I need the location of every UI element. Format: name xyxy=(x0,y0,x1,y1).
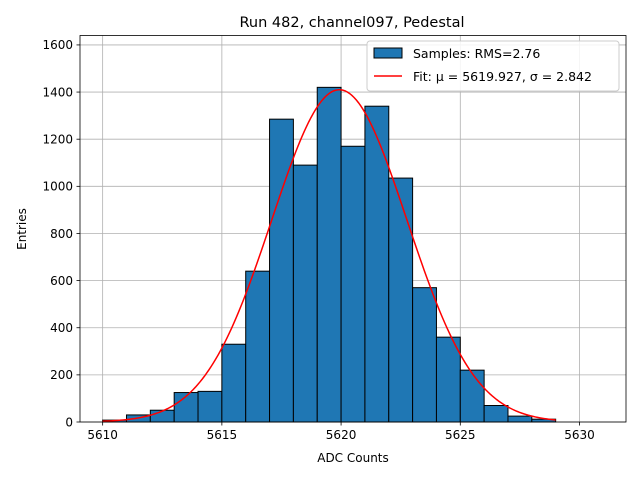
histogram-bar xyxy=(245,270,271,423)
x-tick-label: 5625 xyxy=(445,428,476,442)
y-tick-label: 1200 xyxy=(42,132,73,146)
histogram-bar xyxy=(364,105,390,423)
y-tick-label: 600 xyxy=(50,274,73,288)
histogram-bar xyxy=(507,415,533,423)
legend: Samples: RMS=2.76 Fit: μ = 5619.927, σ =… xyxy=(366,40,620,92)
histogram-bar xyxy=(221,343,247,423)
histogram-bar xyxy=(435,336,461,423)
histogram-bar xyxy=(269,118,294,423)
legend-box xyxy=(366,40,620,92)
histogram-bar xyxy=(388,177,414,423)
histogram-bar xyxy=(292,164,318,423)
legend-label-histogram: Samples: RMS=2.76 xyxy=(413,46,540,61)
plot-frame xyxy=(79,35,627,423)
y-tick-label: 1000 xyxy=(42,180,73,194)
histogram-bar xyxy=(316,86,342,423)
x-axis-label: ADC Counts xyxy=(317,451,389,465)
y-tick-label: 800 xyxy=(50,227,73,241)
x-tick-label: 5630 xyxy=(564,428,595,442)
x-tick-label: 5610 xyxy=(87,428,118,442)
y-tick-label: 400 xyxy=(50,321,73,335)
y-axis-ticks: 0 200 400 600 800 1000 1200 1400 1600 xyxy=(42,38,80,429)
histogram-bar xyxy=(412,287,437,423)
y-tick-label: 1600 xyxy=(42,38,73,52)
x-tick-label: 5615 xyxy=(207,428,238,442)
y-axis-label: Entries xyxy=(15,208,29,250)
histogram-bar xyxy=(340,145,366,423)
chart-title: Run 482, channel097, Pedestal xyxy=(239,15,464,31)
histogram-bar xyxy=(149,409,175,423)
y-tick-label: 0 xyxy=(65,415,73,429)
legend-swatch-histogram xyxy=(373,47,403,59)
histogram-bar xyxy=(483,405,509,423)
y-tick-label: 1400 xyxy=(42,85,73,99)
histogram-bar xyxy=(197,390,223,423)
histogram-bar xyxy=(459,369,485,423)
y-tick-label: 200 xyxy=(50,368,73,382)
x-tick-label: 5620 xyxy=(326,428,357,442)
histogram-bars xyxy=(102,86,557,423)
fit-curve xyxy=(102,89,556,422)
legend-label-fit: Fit: μ = 5619.927, σ = 2.842 xyxy=(413,69,592,84)
x-axis-ticks: 5610 5615 5620 5625 5630 xyxy=(87,422,595,442)
